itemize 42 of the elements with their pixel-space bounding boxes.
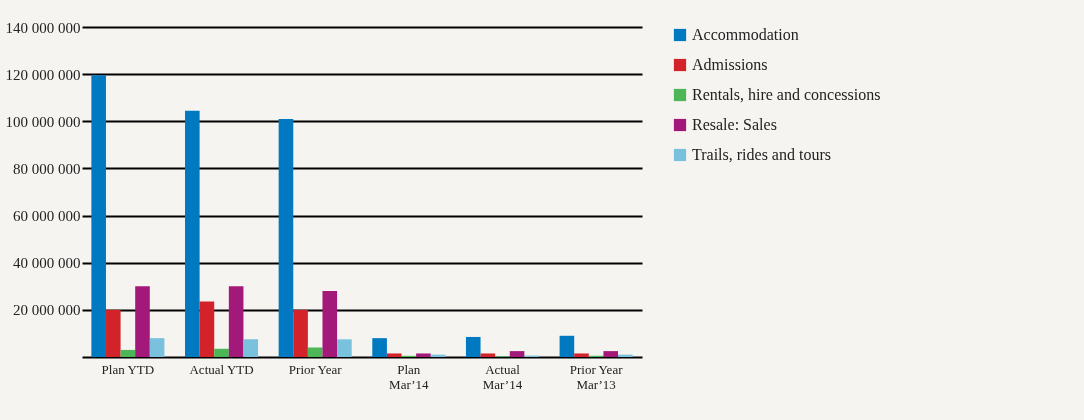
- bar: [135, 286, 150, 357]
- bar: [322, 291, 338, 357]
- bar: [199, 301, 215, 357]
- x-tick-label: Actual YTD: [189, 361, 254, 377]
- y-tick-label: 40 000 000: [13, 255, 81, 272]
- bar: [574, 353, 589, 357]
- x-tick-label: Plan YTD: [101, 361, 155, 377]
- bar: [91, 75, 106, 357]
- legend-label: Trails, rides and tours: [692, 146, 831, 163]
- legend-label: Rentals, hire and concessions: [692, 86, 881, 103]
- bar: [337, 339, 352, 357]
- bar: [465, 336, 481, 357]
- y-tick-label: 60 000 000: [13, 208, 81, 225]
- bar: [243, 339, 259, 357]
- x-tick-label: Plan Mar’14: [389, 361, 430, 392]
- y-tick-label: 80 000 000: [13, 160, 81, 177]
- bar: [307, 347, 323, 357]
- bar: [228, 286, 244, 357]
- bar: [416, 353, 431, 357]
- bar: [185, 110, 200, 357]
- x-tick-label: Prior Year: [288, 361, 343, 377]
- bar: [509, 351, 525, 357]
- bar: [603, 351, 619, 357]
- legend-label: Admissions: [692, 56, 768, 73]
- y-tick-label: 140 000 000: [5, 19, 81, 36]
- x-tick-label: Actual Mar’14: [482, 361, 523, 392]
- bar: [293, 309, 308, 357]
- bar: [214, 348, 229, 357]
- bar: [559, 335, 575, 357]
- y-tick-label: 120 000 000: [5, 66, 81, 83]
- legend-label: Resale: Sales: [692, 116, 777, 133]
- y-tick-label: 20 000 000: [13, 302, 81, 319]
- legend-label: Accommodation: [692, 26, 799, 43]
- bar: [372, 338, 387, 357]
- bar: [480, 353, 496, 357]
- bar: [278, 118, 294, 357]
- y-tick-label: 100 000 000: [5, 113, 81, 130]
- x-tick-label: Prior Year Mar’13: [569, 361, 624, 392]
- bar: [120, 349, 136, 357]
- bar: [386, 353, 402, 357]
- bar: [149, 338, 165, 357]
- bar: [105, 309, 121, 357]
